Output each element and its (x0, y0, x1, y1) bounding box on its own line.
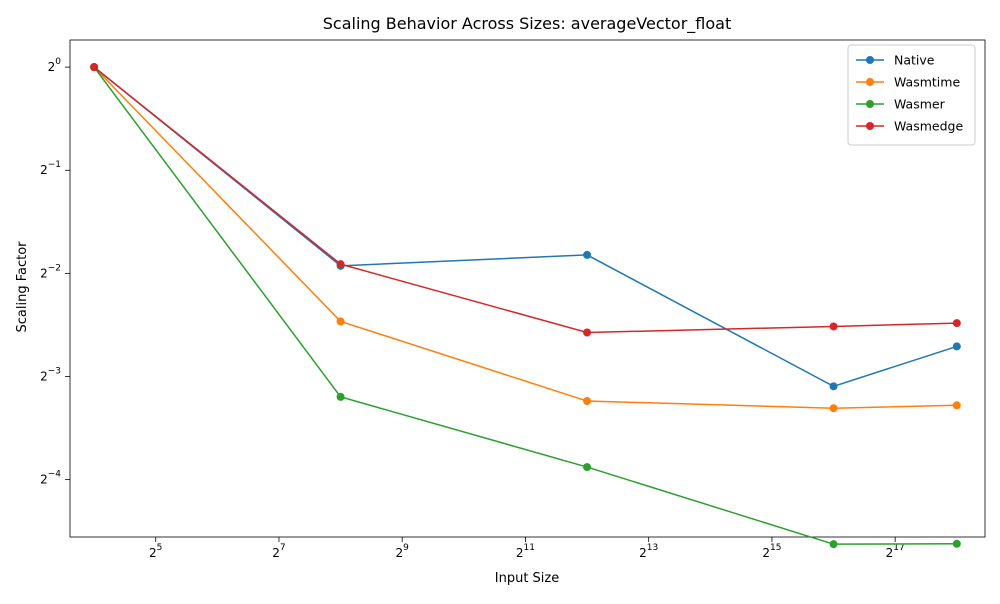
y-tick-label: 2−2 (40, 263, 61, 280)
data-point-native (583, 250, 592, 259)
x-tick-label: 29 (396, 543, 410, 560)
x-tick-label: 217 (886, 543, 905, 560)
y-axis-label: Scaling Factor (15, 241, 30, 333)
data-point-wasmtime (829, 404, 838, 413)
legend-marker-native (866, 56, 874, 64)
y-tick-label: 20 (48, 57, 62, 74)
y-tick-label: 2−1 (40, 160, 61, 177)
x-axis-label: Input Size (495, 571, 559, 586)
legend-marker-wasmedge (866, 122, 874, 130)
data-point-wasmedge (336, 260, 345, 269)
data-point-wasmer (829, 540, 838, 549)
y-tick-label: 2−4 (40, 470, 61, 487)
x-tick-label: 25 (149, 543, 162, 560)
data-point-wasmer (583, 463, 592, 472)
data-point-wasmedge (952, 319, 961, 328)
data-point-wasmedge (583, 328, 592, 337)
legend-label-native: Native (894, 53, 935, 68)
x-tick-label: 27 (272, 543, 285, 560)
data-point-wasmer (952, 539, 961, 548)
series-line-wasmer (93, 66, 957, 545)
data-point-wasmedge (90, 63, 99, 72)
legend-box (847, 44, 976, 146)
x-tick-label: 215 (762, 543, 781, 560)
data-point-wasmedge (829, 322, 838, 331)
legend-label-wasmer: Wasmer (894, 97, 946, 112)
legend-label-wasmedge: Wasmedge (894, 119, 963, 134)
data-point-wasmtime (336, 317, 345, 326)
y-tick-label: 2−3 (40, 366, 61, 383)
legend-marker-wasmer (866, 100, 874, 108)
data-point-wasmtime (952, 401, 961, 410)
data-point-wasmer (336, 392, 345, 401)
data-point-native (829, 382, 838, 391)
legend-marker-wasmtime (866, 78, 874, 86)
data-point-native (952, 342, 961, 351)
data-point-wasmtime (583, 397, 592, 406)
series-line-wasmtime (93, 66, 957, 409)
chart-title: Scaling Behavior Across Sizes: averageVe… (323, 14, 731, 34)
plot-frame (69, 39, 986, 538)
series-line-native (93, 66, 958, 388)
x-tick-label: 211 (516, 543, 535, 560)
legend-label-wasmtime: Wasmtime (894, 75, 960, 90)
x-tick-label: 213 (639, 543, 658, 560)
